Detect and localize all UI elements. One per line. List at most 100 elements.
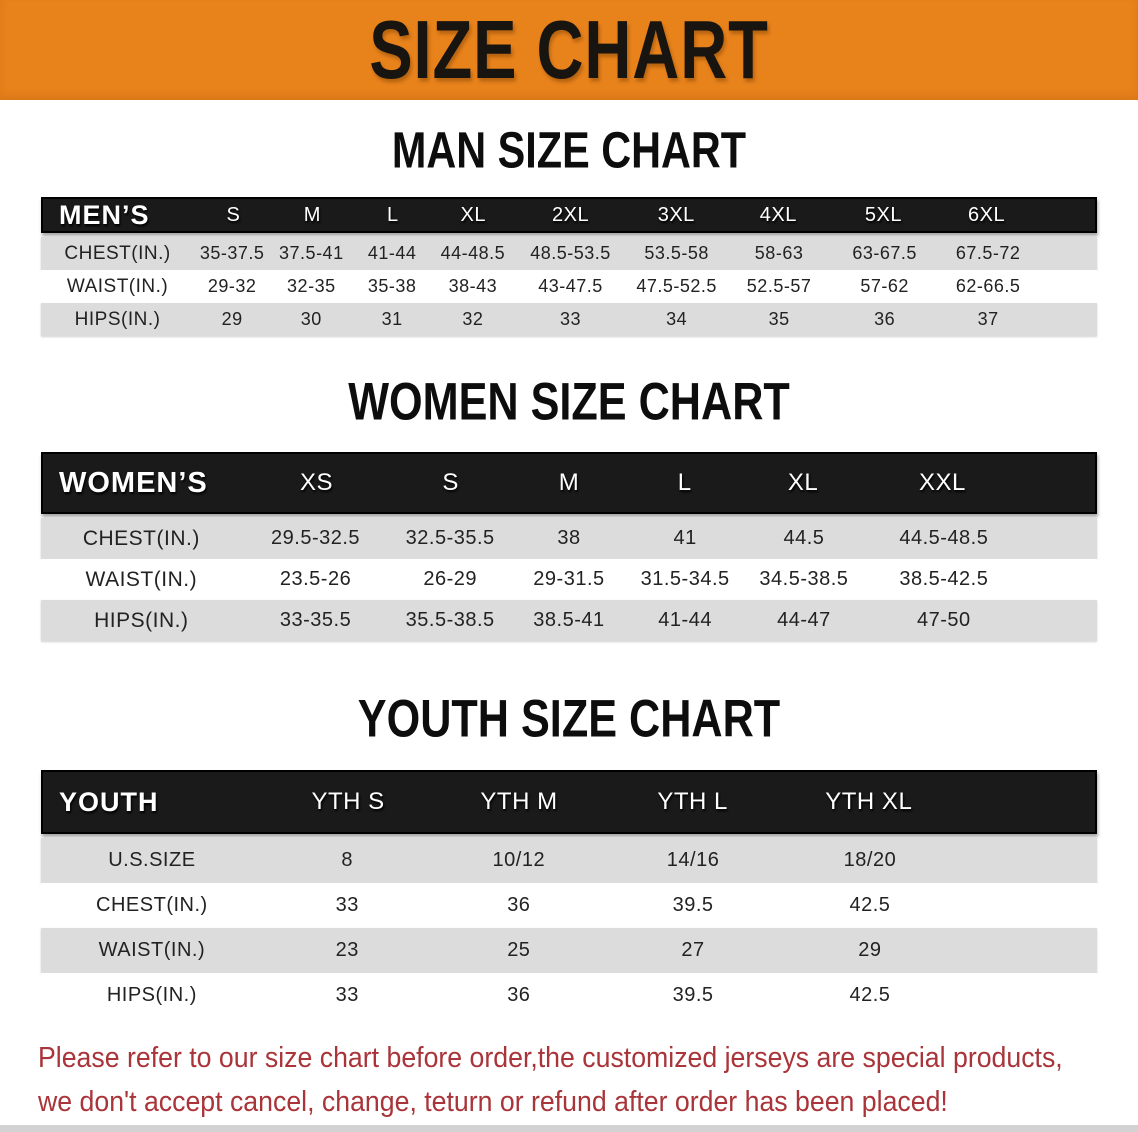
size-value: 14/16 (666, 849, 720, 871)
size-value: 10/12 (492, 849, 546, 871)
size-value: 67.5-72 (955, 243, 1021, 263)
size-value: 33 (335, 894, 359, 916)
size-value: 36 (874, 309, 896, 329)
size-value: 34 (666, 309, 688, 329)
size-value: 32.5-35.5 (405, 527, 495, 549)
size-column-header: S (226, 203, 241, 226)
size-column-header: YTH L (657, 788, 728, 815)
size-value: 58-63 (754, 243, 804, 263)
size-value: 32-35 (287, 276, 336, 296)
size-value: 44-48.5 (440, 243, 506, 263)
size-value: 36 (507, 894, 531, 916)
size-value: 44-47 (777, 609, 831, 631)
table-row: CHEST(IN.) 29.5-32.5 32.5-35.5 38 41 44.5 44.5… (41, 518, 1097, 559)
size-value: 44.5 (783, 527, 825, 549)
table-row: CHEST(IN.) 35-37.5 37.5-41 41-44 44-48.5 48.5… (41, 237, 1097, 270)
disclaimer-line-2: we don't accept cancel, change, teturn o… (38, 1086, 948, 1118)
size-column-header: L (386, 203, 399, 226)
size-column-header: M (303, 203, 321, 226)
size-value: 37.5-41 (279, 243, 344, 263)
women-section: WOMEN SIZE CHART WOMEN’S XS S M L XL XXL CHEST(… (0, 373, 1138, 641)
size-column-header: M (558, 469, 580, 496)
size-column-header: XL (460, 203, 486, 226)
men-section: MAN SIZE CHART MEN’S S M L XL 2XL 3XL 4XL 5XL 6XL… (0, 121, 1138, 336)
measurement-label: CHEST(IN.) (64, 242, 171, 264)
size-value: 37 (977, 309, 999, 329)
size-value: 43-47.5 (538, 276, 603, 296)
size-value: 31 (381, 309, 403, 329)
size-value: 62-66.5 (955, 276, 1021, 296)
size-column-header: YTH M (480, 788, 558, 815)
size-value: 29 (221, 309, 243, 329)
size-column-header: YTH XL (825, 788, 913, 815)
men-section-heading: MAN SIZE CHART (391, 121, 747, 179)
table-corner-label: YOUTH (59, 786, 159, 817)
measurement-label: HIPS(IN.) (106, 984, 197, 1006)
size-value: 52.5-57 (746, 276, 812, 296)
size-value: 41 (673, 527, 697, 549)
size-value: 35-37.5 (199, 243, 265, 263)
size-column-header: XS (300, 469, 334, 496)
youth-section-heading: YOUTH SIZE CHART (357, 690, 781, 749)
size-column-header: 2XL (551, 203, 590, 226)
size-value: 30 (300, 309, 322, 329)
measurement-label: HIPS(IN.) (74, 308, 161, 330)
size-value: 38.5-41 (533, 609, 605, 631)
size-value: 63-67.5 (852, 243, 917, 263)
size-value: 23 (335, 939, 359, 961)
table-row: HIPS(IN.) 33-35.5 35.5-38.5 38.5-41 41-44 44-… (41, 600, 1097, 641)
size-value: 35 (768, 309, 790, 329)
size-value: 25 (507, 939, 531, 961)
size-value: 42.5 (849, 984, 891, 1006)
size-column-header: 4XL (759, 203, 797, 226)
size-column-header: S (442, 469, 459, 496)
size-value: 36 (507, 984, 531, 1006)
disclaimer-line-1: Please refer to our size chart before or… (38, 1042, 1063, 1074)
measurement-label: WAIST(IN.) (66, 275, 169, 297)
youth-size-table: YOUTH YTH S YTH M YTH L YTH XL U.S.SIZE 8 10/12… (41, 770, 1097, 1018)
measurement-label: U.S.SIZE (108, 849, 196, 871)
size-value: 53.5-58 (644, 243, 709, 263)
size-value: 32 (462, 309, 484, 329)
size-value: 47-50 (917, 609, 971, 631)
size-value: 47.5-52.5 (636, 276, 717, 296)
measurement-label: WAIST(IN.) (98, 939, 206, 961)
size-value: 29-32 (207, 276, 257, 296)
size-value: 44.5-48.5 (899, 527, 989, 549)
measurement-label: HIPS(IN.) (94, 608, 189, 632)
bottom-edge-band (0, 1125, 1138, 1132)
size-value: 33 (335, 984, 359, 1006)
size-value: 23.5-26 (279, 568, 352, 590)
size-column-header: L (677, 469, 692, 496)
table-row: WAIST(IN.) 23.5-26 26-29 29-31.5 31.5-34.5 34… (41, 559, 1097, 600)
men-size-table: MEN’S S M L XL 2XL 3XL 4XL 5XL 6XL CHEST(IN.) 35-37… (41, 197, 1097, 336)
table-row: WAIST(IN.) 23 25 27 29 (41, 928, 1097, 973)
size-value: 29.5-32.5 (271, 527, 361, 549)
size-value: 41-44 (658, 609, 712, 631)
table-corner-label: WOMEN’S (59, 466, 208, 499)
size-value: 35.5-38.5 (405, 609, 495, 631)
size-value: 42.5 (849, 894, 891, 916)
size-column-header: 6XL (968, 203, 1006, 226)
size-value: 26-29 (423, 568, 477, 590)
size-value: 35-38 (367, 276, 417, 296)
size-value: 38-43 (448, 276, 498, 296)
table-corner-label: MEN’S (59, 199, 150, 230)
size-value: 29 (858, 939, 882, 961)
disclaimer: Please refer to our size chart before or… (38, 1036, 1138, 1124)
table-row: U.S.SIZE 8 10/12 14/16 18/20 (41, 838, 1097, 883)
size-value: 29-31.5 (533, 568, 605, 590)
measurement-label: CHEST(IN.) (96, 894, 208, 916)
table-row: HIPS(IN.) 29 30 31 32 33 34 35 36 37 (41, 303, 1097, 336)
table-row: WAIST(IN.) 29-32 32-35 35-38 38-43 43-47.5 47.… (41, 270, 1097, 303)
size-value: 57-62 (860, 276, 909, 296)
page-title: SIZE CHART (369, 2, 769, 96)
size-value: 34.5-38.5 (759, 568, 849, 590)
size-value: 41-44 (367, 243, 417, 263)
women-section-heading: WOMEN SIZE CHART (348, 373, 790, 432)
measurement-label: WAIST(IN.) (85, 567, 198, 591)
size-column-header: YTH S (311, 788, 385, 815)
size-value: 31.5-34.5 (640, 568, 730, 590)
size-column-header: XL (787, 469, 819, 496)
size-value: 18/20 (843, 849, 897, 871)
